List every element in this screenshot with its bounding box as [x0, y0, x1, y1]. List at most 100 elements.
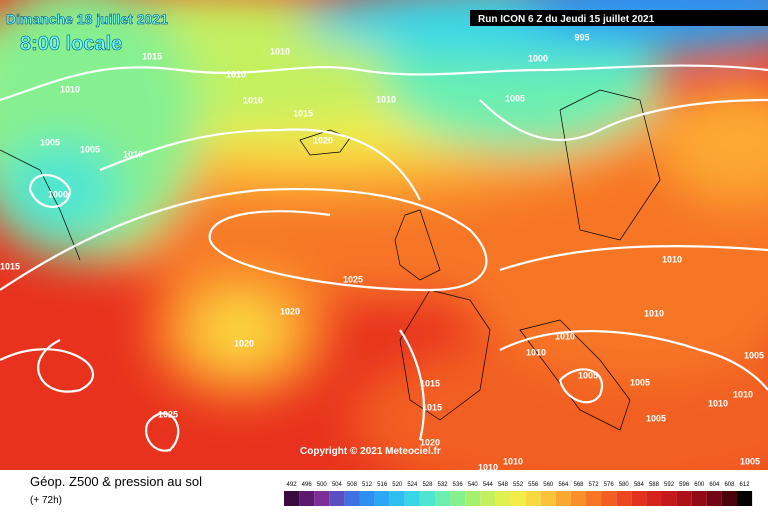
colorbar-swatch — [737, 491, 753, 506]
colorbar-tick: 548 — [498, 482, 509, 488]
colorbar-tick: 500 — [317, 482, 328, 488]
colorbar-swatch — [435, 491, 451, 506]
colorbar-swatch — [540, 491, 556, 506]
isobar-label: 1010 — [226, 69, 246, 79]
isobar-label: 1010 — [60, 84, 80, 94]
run-box — [470, 10, 768, 26]
isobar-label: 1005 — [630, 377, 650, 387]
isobar-label: 1010 — [243, 95, 263, 105]
colorbar-swatch — [299, 491, 315, 506]
colorbar-swatch — [465, 491, 481, 506]
isobar-label: 1010 — [526, 347, 546, 357]
colorbar-tick: 504 — [332, 482, 343, 488]
colorbar-swatch — [661, 491, 677, 506]
isobar-label: 1005 — [505, 93, 525, 103]
colorbar-tick: 576 — [604, 482, 615, 488]
colorbar-tick: 612 — [740, 482, 751, 488]
isobar-label: 1010 — [270, 46, 290, 56]
colorbar-swatch — [450, 491, 466, 506]
isobar-label: 1005 — [578, 370, 598, 380]
colorbar-swatch — [329, 491, 345, 506]
colorbar-swatch — [570, 491, 586, 506]
time: 8:00 locale — [20, 33, 122, 55]
isobar-label: 1005 — [646, 413, 666, 423]
colorbar-swatch — [706, 491, 722, 506]
colorbar-swatch — [404, 491, 420, 506]
colorbar-tick: 556 — [528, 482, 539, 488]
isobar-label: 995 — [574, 32, 589, 42]
colorbar-swatch — [389, 491, 405, 506]
isobar-label: 1010 — [503, 456, 523, 466]
isobar-label: 1010 — [123, 149, 143, 159]
colorbar-swatch — [616, 491, 632, 506]
colorbar-tick: 544 — [483, 482, 494, 488]
isobar-label: 1020 — [280, 306, 300, 316]
colorbar-tick: 572 — [589, 482, 600, 488]
isobar-label: 1005 — [80, 144, 100, 154]
footer-title: Géop. Z500 & pression au sol — [30, 474, 202, 489]
isobar-label: 1020 — [420, 437, 440, 447]
isobar-label: 1010 — [708, 398, 728, 408]
colorbar-tick: 584 — [634, 482, 645, 488]
colorbar-swatch — [676, 491, 692, 506]
copyright: Copyright © 2021 Meteociel.fr — [300, 446, 441, 457]
colorbar-swatch — [601, 491, 617, 506]
colorbar-swatch — [374, 491, 390, 506]
colorbar-tick: 540 — [468, 482, 479, 488]
coastlines — [0, 89, 661, 431]
footer-lead: (+ 72h) — [30, 495, 62, 506]
colorbar-swatch — [314, 491, 330, 506]
isobar-label: 1005 — [40, 137, 60, 147]
colorbar-swatch — [646, 491, 662, 506]
colorbar-swatch — [631, 491, 647, 506]
colorbar-swatch — [419, 491, 435, 506]
isobar-label: 1010 — [478, 462, 498, 472]
colorbar-swatch — [525, 491, 541, 506]
isobar-label: 1015 — [142, 51, 162, 61]
run-label: Run ICON 6 Z du Jeudi 15 juillet 2021 — [478, 14, 655, 25]
colorbar-swatch — [586, 491, 602, 506]
isobar-label: 1020 — [313, 135, 333, 145]
colorbar-tick: 552 — [513, 482, 524, 488]
colorbar-tick: 516 — [377, 482, 388, 488]
isobar-label: 1000 — [48, 189, 68, 199]
isobar-label: 1015 — [422, 402, 442, 412]
colorbar-tick: 604 — [709, 482, 720, 488]
colorbar-swatch — [480, 491, 496, 506]
colorbar-tick: 560 — [543, 482, 554, 488]
isobar-label: 1010 — [555, 331, 575, 341]
colorbar-tick: 592 — [664, 482, 675, 488]
colorbar-tick: 492 — [287, 482, 298, 488]
colorbar-swatch — [691, 491, 707, 506]
colorbar-tick: 496 — [302, 482, 313, 488]
colorbar-tick: 600 — [694, 482, 705, 488]
colorbar-tick: 580 — [619, 482, 630, 488]
colorbar-tick: 608 — [724, 482, 735, 488]
isobar-label: 1010 — [662, 254, 682, 264]
colorbar-tick: 536 — [453, 482, 464, 488]
isobar-label: 1010 — [733, 389, 753, 399]
isobar-label: 1010 — [644, 308, 664, 318]
isobar-label: 1015 — [293, 108, 313, 118]
colorbar-tick: 596 — [679, 482, 690, 488]
colorbar-tick: 568 — [573, 482, 584, 488]
colorbar-swatch — [495, 491, 511, 506]
colorbar-tick: 520 — [392, 482, 403, 488]
colorbar-tick: 528 — [422, 482, 433, 488]
isobar-label: 1025 — [158, 409, 178, 419]
colorbar-tick: 588 — [649, 482, 660, 488]
colorbar-swatch — [359, 491, 375, 506]
colorbar-swatch — [284, 491, 300, 506]
isobar-label: 1015 — [420, 378, 440, 388]
colorbar-swatch — [344, 491, 360, 506]
isobar-label: 1000 — [528, 53, 548, 63]
date: Dimanche 18 juillet 2021 — [6, 11, 168, 27]
isobar-label: 1020 — [234, 338, 254, 348]
colorbar-tick: 564 — [558, 482, 569, 488]
isobar-label: 1005 — [740, 456, 760, 466]
colorbar-swatch — [510, 491, 526, 506]
isobar-label: 1010 — [376, 94, 396, 104]
isobar-label: 1005 — [744, 350, 764, 360]
